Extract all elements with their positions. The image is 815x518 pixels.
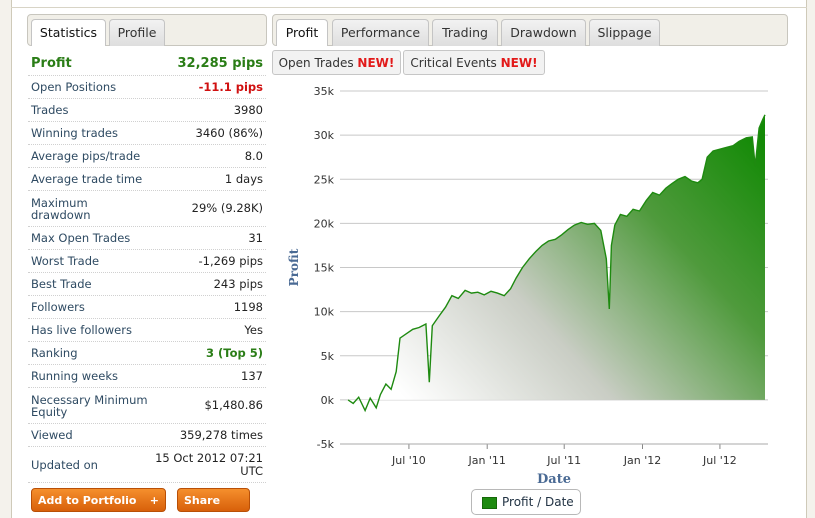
x-tick-label: Jul '12 xyxy=(702,454,737,467)
tab-slippage[interactable]: Slippage xyxy=(589,19,660,46)
chart-legend[interactable]: Profit / Date xyxy=(471,489,581,515)
new-badge: NEW! xyxy=(357,56,395,70)
tab-trading[interactable]: Trading xyxy=(432,19,498,46)
stat-value: 8.0 xyxy=(244,148,263,163)
stat-row-average-pips: Average pips/trade 8.0 xyxy=(28,145,266,168)
stat-label: Profit xyxy=(31,55,72,71)
left-tab-bar: Statistics Profile xyxy=(27,14,267,46)
stat-label: Winning trades xyxy=(31,126,118,140)
stat-label: Average trade time xyxy=(31,172,143,186)
stat-value: 359,278 times xyxy=(179,427,263,442)
legend-swatch xyxy=(482,497,497,509)
stat-value: 1198 xyxy=(233,299,263,314)
stat-label: Updated on xyxy=(31,457,98,472)
tab-statistics[interactable]: Statistics xyxy=(31,19,106,46)
profit-series-line xyxy=(347,114,766,413)
stat-label: Max Open Trades xyxy=(31,231,131,245)
stat-row-live-followers: Has live followers Yes xyxy=(28,319,266,342)
tab-profit[interactable]: Profit xyxy=(276,19,328,46)
x-tick-label: Jan '11 xyxy=(467,454,505,467)
open-trades-label: Open Trades xyxy=(278,56,354,70)
stat-label: Ranking xyxy=(31,346,78,360)
stat-value: 3980 xyxy=(233,102,263,117)
stat-row-trades: Trades 3980 xyxy=(28,99,266,122)
stat-value: 243 pips xyxy=(213,276,263,291)
stat-label: Maximum drawdown xyxy=(31,195,91,222)
y-tick-label: -5k xyxy=(317,438,335,451)
stat-label: Necessary Minimum Equity xyxy=(31,392,148,419)
y-tick-label: 35k xyxy=(314,85,335,98)
stat-row-winning-trades: Winning trades 3460 (86%) xyxy=(28,122,266,145)
stat-value: 31 xyxy=(248,230,263,245)
x-tick-label: Jan '12 xyxy=(623,454,661,467)
stat-row-updated-on: Updated on 15 Oct 2012 07:21 UTC xyxy=(28,447,266,483)
stat-label: Has live followers xyxy=(31,323,132,337)
stat-value: 137 xyxy=(241,368,263,383)
stat-value: 1 days xyxy=(224,171,263,186)
stat-value: $1,480.86 xyxy=(204,398,263,412)
stat-value: -11.1 pips xyxy=(198,79,263,94)
stat-row-average-time: Average trade time 1 days xyxy=(28,168,266,191)
tab-performance[interactable]: Performance xyxy=(332,19,429,46)
stat-row-min-equity: Necessary Minimum Equity $1,480.86 xyxy=(28,388,266,424)
tab-open-trades[interactable]: Open Trades NEW! xyxy=(272,50,401,75)
y-tick-label: 25k xyxy=(314,173,335,186)
profit-area xyxy=(348,114,765,411)
stat-row-max-drawdown: Maximum drawdown 29% (9.28K) xyxy=(28,191,266,227)
chart-tab-bar: Profit Performance Trading Drawdown Slip… xyxy=(272,14,788,46)
stat-row-ranking: Ranking 3 (Top 5) xyxy=(28,342,266,365)
stat-label: Followers xyxy=(31,300,85,314)
tab-critical-events[interactable]: Critical Events NEW! xyxy=(403,50,545,75)
stat-label: Trades xyxy=(31,103,69,117)
stat-value: 32,285 pips xyxy=(177,56,264,71)
plus-icon: + xyxy=(149,494,159,507)
y-axis-title: Profit xyxy=(287,248,301,286)
critical-events-label: Critical Events xyxy=(410,56,497,70)
share-button[interactable]: Share xyxy=(177,488,250,512)
stat-label: Running weeks xyxy=(31,369,118,383)
stat-label: Viewed xyxy=(31,428,73,442)
stat-row-viewed: Viewed 359,278 times xyxy=(28,424,266,447)
new-badge: NEW! xyxy=(500,56,538,70)
statistics-table: Profit 32,285 pips Open Positions -11.1 … xyxy=(28,52,266,483)
y-tick-label: 0k xyxy=(321,394,335,407)
y-tick-label: 15k xyxy=(314,262,335,275)
stat-row-followers: Followers 1198 xyxy=(28,296,266,319)
profit-chart: -5k 0k 5k 10k 15k 20k 25k 30k 35k Jul '10 Jan '11 J… xyxy=(287,85,768,487)
stat-row-worst-trade: Worst Trade -1,269 pips xyxy=(28,250,266,273)
y-tick-label: 10k xyxy=(314,306,335,319)
tab-drawdown[interactable]: Drawdown xyxy=(501,19,586,46)
top-divider xyxy=(11,7,807,8)
x-axis-title: Date xyxy=(537,472,571,487)
stat-value: 15 Oct 2012 07:21 UTC xyxy=(155,450,263,478)
stat-label: Best Trade xyxy=(31,277,92,291)
stat-label: Open Positions xyxy=(31,80,117,94)
stat-value: 29% (9.28K) xyxy=(191,201,263,215)
x-tick-label: Jul '11 xyxy=(546,454,581,467)
stat-value: 3460 (86%) xyxy=(195,125,263,140)
add-to-portfolio-label: Add to Portfolio xyxy=(38,494,137,507)
y-tick-label: 20k xyxy=(314,217,335,230)
stat-row-running-weeks: Running weeks 137 xyxy=(28,365,266,388)
y-tick-label: 5k xyxy=(321,350,335,363)
sub-tab-bar: Open Trades NEW! Critical Events NEW! xyxy=(272,50,545,76)
stat-label: Worst Trade xyxy=(31,254,100,268)
x-tick-label: Jul '10 xyxy=(391,454,426,467)
stat-label: Average pips/trade xyxy=(31,149,141,163)
y-tick-label: 30k xyxy=(314,129,335,142)
ranking-link[interactable]: 3 (Top 5) xyxy=(206,345,263,360)
stat-row-profit: Profit 32,285 pips xyxy=(28,52,266,76)
tab-profile[interactable]: Profile xyxy=(109,19,165,46)
legend-label: Profit / Date xyxy=(502,495,574,509)
add-to-portfolio-button[interactable]: Add to Portfolio + xyxy=(31,488,166,512)
stat-row-best-trade: Best Trade 243 pips xyxy=(28,273,266,296)
stat-row-max-open-trades: Max Open Trades 31 xyxy=(28,227,266,250)
stat-value: -1,269 pips xyxy=(198,253,263,268)
stat-value: Yes xyxy=(244,322,263,337)
stat-row-open-positions: Open Positions -11.1 pips xyxy=(28,76,266,99)
